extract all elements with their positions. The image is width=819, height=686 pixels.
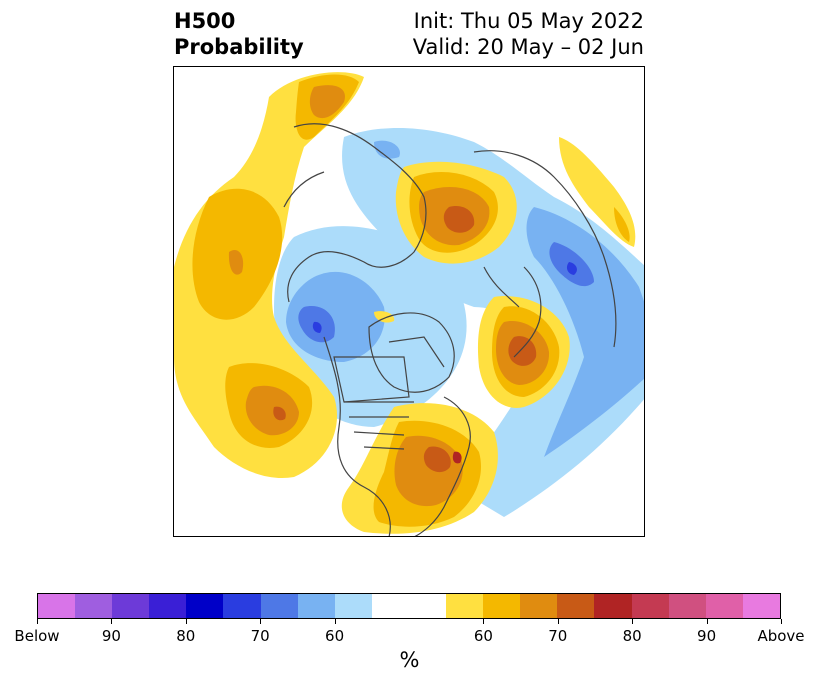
color-legend-cell (112, 594, 150, 618)
color-legend-cell (260, 594, 298, 618)
red-regions (452, 451, 462, 464)
chart-title-right: Init: Thu 05 May 2022 Valid: 20 May – 02… (413, 8, 644, 60)
color-legend-cell (705, 594, 743, 618)
color-legend-tick-mark (185, 619, 187, 624)
blue-regions (286, 140, 644, 457)
color-legend-cell (334, 594, 372, 618)
color-legend-tick-label: 80 (622, 627, 642, 645)
dark-orange-regions (273, 206, 537, 473)
color-legend-tick-label: 90 (101, 627, 121, 645)
color-legend-cell (483, 594, 521, 618)
title-variable: H500 (174, 9, 236, 33)
color-legend-tick-label: 60 (325, 627, 345, 645)
color-legend-tick-mark (706, 619, 708, 624)
map-svg (174, 72, 644, 536)
color-legend-cell (631, 594, 669, 618)
chart-title-left: H500 Probability (174, 8, 304, 60)
color-legend-tick-mark (37, 619, 38, 624)
color-legend-bar (37, 593, 781, 619)
color-legend-cell (446, 594, 484, 618)
color-legend-tick-mark (781, 619, 782, 624)
color-legend-tick-label: 70 (250, 627, 270, 645)
coastlines (283, 123, 617, 536)
color-legend-tick-label: 70 (548, 627, 568, 645)
color-legend-tick-label: Below (14, 627, 60, 645)
color-legend-cell (38, 594, 76, 618)
color-legend-cell (557, 594, 595, 618)
title-valid-period: Valid: 20 May – 02 Jun (412, 35, 644, 59)
color-legend-tick-label: 60 (473, 627, 493, 645)
probability-map (173, 66, 645, 537)
color-legend-cell (75, 594, 113, 618)
color-legend-cell (149, 594, 187, 618)
color-legend-cell (742, 594, 780, 618)
color-legend-cell (408, 594, 447, 618)
deep-blue-regions (312, 262, 577, 333)
color-legend-tick-mark (483, 619, 485, 624)
color-legend-cell (594, 594, 632, 618)
title-init-date: Init: Thu 05 May 2022 (413, 9, 644, 33)
color-legend-tick-label: 90 (697, 627, 717, 645)
color-legend-tick-mark (111, 619, 113, 624)
color-legend-cell (520, 594, 558, 618)
color-legend-tick-label: 80 (176, 627, 196, 645)
title-product: Probability (174, 35, 304, 59)
color-legend-tick-label: Above (757, 627, 805, 645)
color-legend-cell (223, 594, 261, 618)
color-legend-cell (668, 594, 706, 618)
color-legend-cell (186, 594, 224, 618)
color-legend-tick-mark (334, 619, 336, 624)
color-legend-unit: % (399, 648, 420, 672)
color-legend-cell (371, 594, 409, 618)
color-legend-cell (297, 594, 335, 618)
color-legend-tick-mark (260, 619, 262, 624)
color-legend-tick-mark (632, 619, 634, 624)
color-legend-tick-mark (557, 619, 559, 624)
